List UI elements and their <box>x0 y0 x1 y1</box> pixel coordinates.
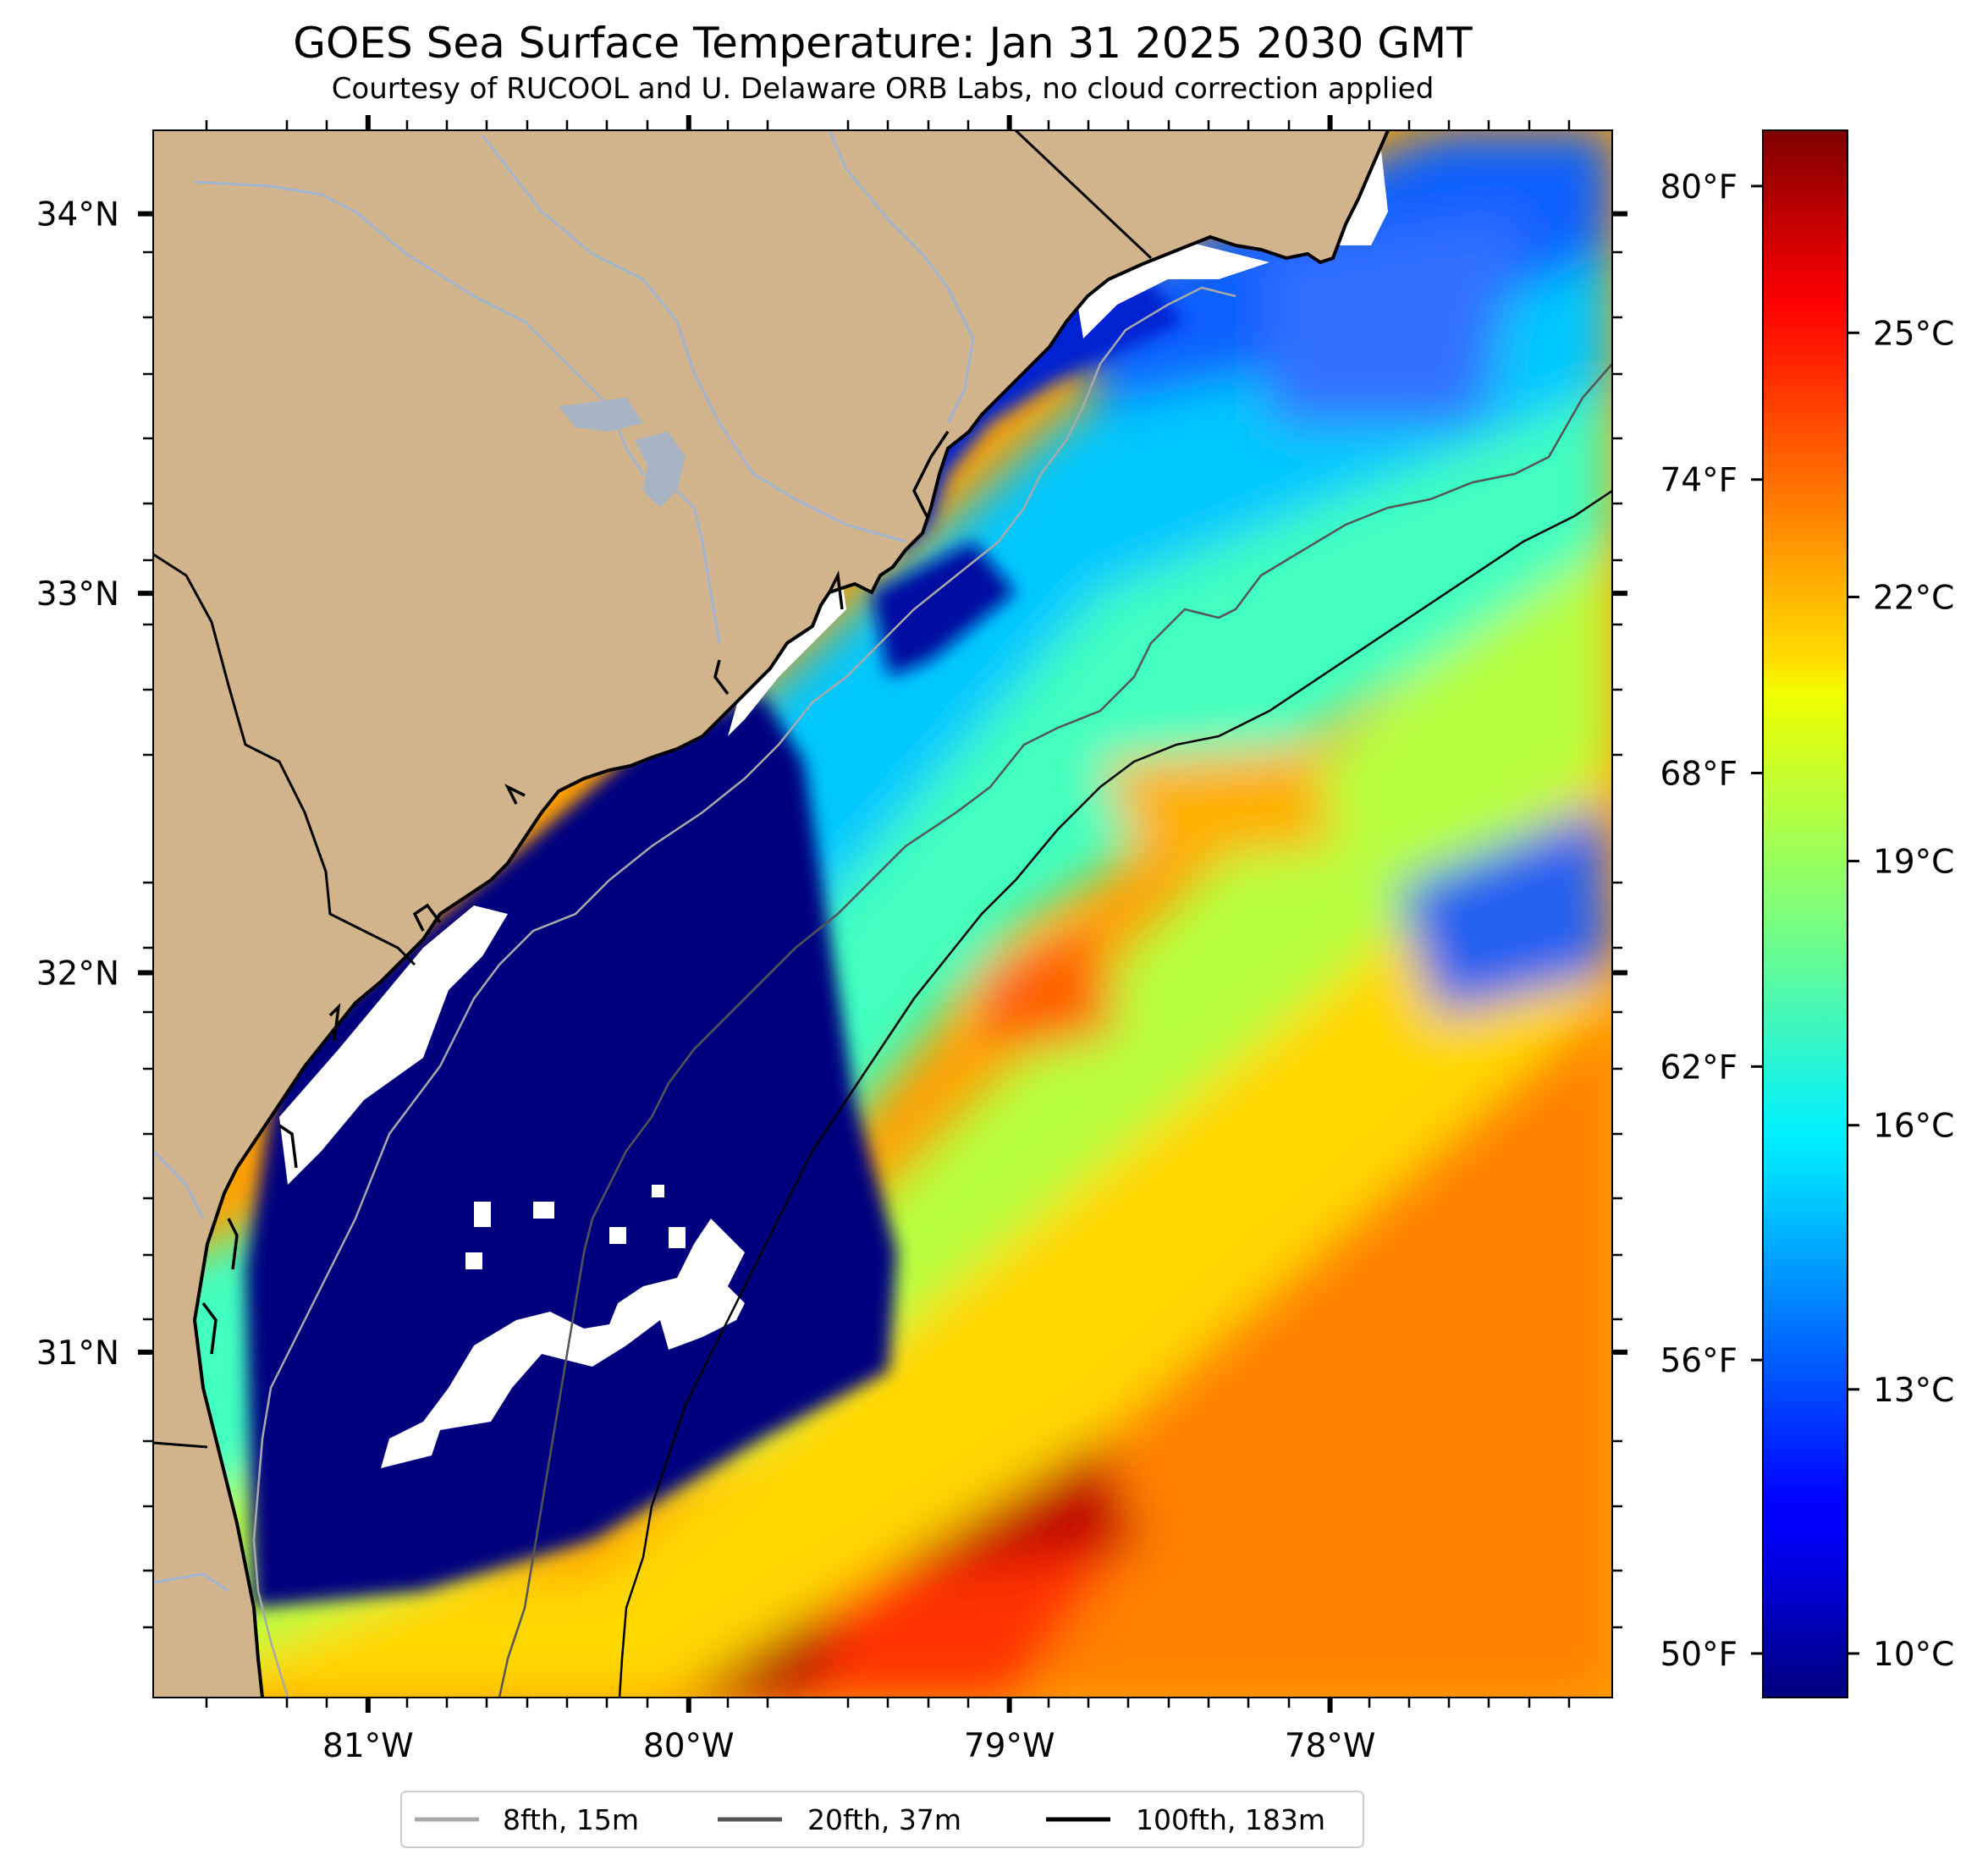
lat-tick-label: 32°N <box>36 955 119 993</box>
lat-tick-label: 33°N <box>36 575 119 614</box>
fahrenheit-tick-label: 80°F <box>1660 168 1737 206</box>
celsius-tick-label: 22°C <box>1873 579 1954 617</box>
fahrenheit-tick-label: 68°F <box>1660 756 1737 794</box>
lake-marion <box>635 432 686 508</box>
map-panel <box>153 130 1612 1698</box>
celsius-tick-label: 16°C <box>1873 1108 1954 1146</box>
fahrenheit-tick-label: 74°F <box>1660 462 1737 500</box>
celsius-tick-label: 10°C <box>1873 1636 1954 1674</box>
lon-tick-label: 80°W <box>643 1727 735 1765</box>
lon-tick-label: 79°W <box>964 1727 1055 1765</box>
chart-subtitle: Courtesy of RUCOOL and U. Delaware ORB L… <box>332 72 1435 106</box>
celsius-tick-label: 19°C <box>1873 844 1954 882</box>
legend-label-20fth: 20fth, 37m <box>807 1803 961 1836</box>
minor-ticks <box>143 120 1622 1708</box>
fahrenheit-tick-label: 50°F <box>1660 1636 1737 1674</box>
lat-tick-label: 31°N <box>36 1334 119 1373</box>
rivers <box>153 130 975 1593</box>
legend-label-8fth: 8fth, 15m <box>503 1803 639 1836</box>
state-boundaries <box>153 130 1153 1449</box>
coastline <box>192 130 1390 1698</box>
longitude-ticks: 81°W 80°W 79°W 78°W <box>322 115 1375 1765</box>
land-mass <box>153 130 1388 1698</box>
isobath-legend: 8fth, 15m 20fth, 37m 100fth, 183m <box>400 1791 1364 1848</box>
isobath-100fth <box>618 489 1612 1698</box>
map-frame <box>152 129 1613 1698</box>
legend-label-100fth: 100fth, 183m <box>1136 1803 1325 1836</box>
lon-tick-label: 78°W <box>1285 1727 1376 1765</box>
colorbar <box>1762 129 1848 1698</box>
isobath-20fth <box>498 363 1612 1698</box>
celsius-tick-label: 13°C <box>1873 1372 1954 1410</box>
lon-tick-label: 81°W <box>322 1727 414 1765</box>
fahrenheit-tick-label: 56°F <box>1660 1342 1737 1380</box>
fahrenheit-tick-label: 62°F <box>1660 1048 1737 1087</box>
celsius-tick-label: 25°C <box>1873 315 1954 353</box>
coastal-inlets <box>201 431 950 1355</box>
legend-box <box>400 1791 1364 1848</box>
isobath-8fth <box>252 286 1236 1698</box>
colorbar-celsius-ticks: 10°C 13°C 16°C 19°C 22°C 25°C <box>1848 315 1954 1674</box>
colorbar-fahrenheit-ticks: 50°F 56°F 62°F 68°F 74°F 80°F <box>1660 168 1763 1674</box>
chart-title: GOES Sea Surface Temperature: Jan 31 202… <box>293 19 1473 68</box>
latitude-ticks: 34°N 33°N 32°N 31°N <box>36 196 1627 1373</box>
lake-moultrie <box>559 398 643 432</box>
lat-tick-label: 34°N <box>36 196 119 234</box>
